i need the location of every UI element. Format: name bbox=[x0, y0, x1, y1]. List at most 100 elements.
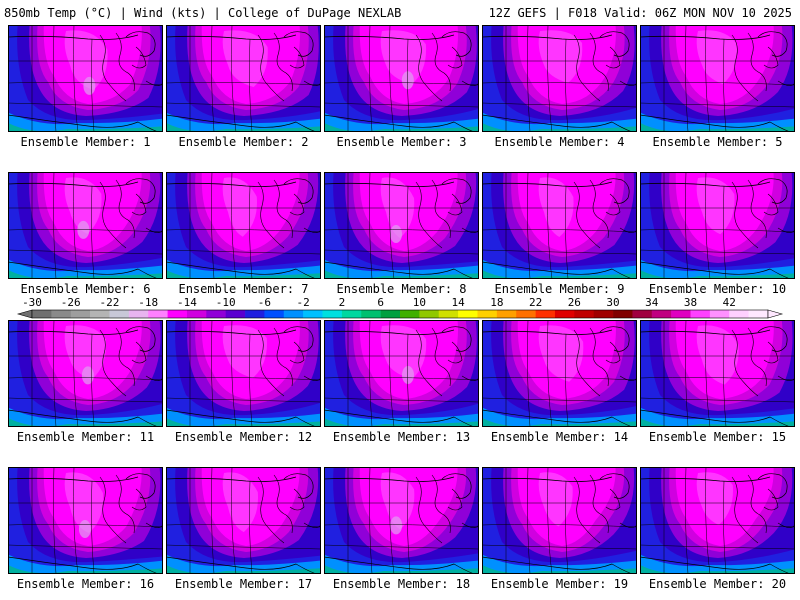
temperature-map bbox=[324, 25, 479, 132]
member-label: Ensemble Member: 15 bbox=[648, 430, 787, 444]
colorbar-tick-label: 6 bbox=[377, 296, 384, 309]
ensemble-panel: Ensemble Member: 15 bbox=[640, 320, 795, 444]
temperature-colorbar: -30 -26 -22 -18 -14 -10 -6 -2 2 6 10 14 18 22 26 30 34 38… bbox=[16, 296, 784, 319]
colorbar-swatch bbox=[632, 310, 653, 318]
temperature-map bbox=[640, 172, 795, 279]
temperature-map bbox=[324, 467, 479, 574]
member-label: Ensemble Member: 4 bbox=[494, 135, 625, 149]
colorbar-low-arrow bbox=[16, 309, 33, 319]
member-label: Ensemble Member: 17 bbox=[174, 577, 313, 591]
member-label: Ensemble Member: 13 bbox=[332, 430, 471, 444]
temperature-map bbox=[166, 320, 321, 427]
colorbar-high-arrow bbox=[767, 309, 784, 319]
colorbar-swatch bbox=[380, 310, 401, 318]
colorbar-swatch bbox=[303, 310, 323, 318]
temperature-map bbox=[324, 172, 479, 279]
colorbar-tick-label: 2 bbox=[339, 296, 346, 309]
ensemble-panel: Ensemble Member: 18 bbox=[324, 467, 479, 591]
map-title: 850mb Temp (°C) | Wind (kts) | College o… bbox=[4, 6, 402, 20]
colorbar-tick-label: 26 bbox=[568, 296, 581, 309]
member-label: Ensemble Member: 1 bbox=[20, 135, 151, 149]
member-label: Ensemble Member: 9 bbox=[494, 282, 625, 296]
colorbar-tick-label: 22 bbox=[529, 296, 542, 309]
ensemble-panel: Ensemble Member: 17 bbox=[166, 467, 321, 591]
member-label: Ensemble Member: 5 bbox=[652, 135, 783, 149]
ensemble-panel: Ensemble Member: 2 bbox=[166, 25, 321, 149]
colorbar-swatch bbox=[574, 310, 594, 318]
colorbar-swatch bbox=[438, 310, 459, 318]
member-label: Ensemble Member: 19 bbox=[490, 577, 629, 591]
colorbar-tick-label: -2 bbox=[297, 296, 310, 309]
colorbar-swatch bbox=[109, 310, 130, 318]
member-label: Ensemble Member: 6 bbox=[20, 282, 151, 296]
ensemble-panel: Ensemble Member: 4 bbox=[482, 25, 637, 149]
member-label: Ensemble Member: 8 bbox=[336, 282, 467, 296]
ensemble-panel: Ensemble Member: 8 bbox=[324, 172, 479, 296]
colorbar-swatch bbox=[90, 310, 110, 318]
colorbar-tick-label: 10 bbox=[413, 296, 426, 309]
colorbar-tick-label: -26 bbox=[61, 296, 81, 309]
ensemble-panel: Ensemble Member: 1 bbox=[8, 25, 163, 149]
colorbar-swatch bbox=[671, 310, 691, 318]
colorbar-swatch bbox=[593, 310, 614, 318]
colorbar-swatch bbox=[613, 310, 633, 318]
temperature-map bbox=[8, 25, 163, 132]
ensemble-panel: Ensemble Member: 10 bbox=[640, 172, 795, 296]
colorbar-swatch bbox=[516, 310, 536, 318]
member-label: Ensemble Member: 20 bbox=[648, 577, 787, 591]
colorbar-swatch bbox=[458, 310, 478, 318]
temperature-map bbox=[482, 172, 637, 279]
temperature-map bbox=[482, 25, 637, 132]
temperature-map bbox=[640, 320, 795, 427]
colorbar-swatch bbox=[264, 310, 285, 318]
ensemble-panel: Ensemble Member: 9 bbox=[482, 172, 637, 296]
valid-time: 12Z GEFS | F018 Valid: 06Z MON NOV 10 20… bbox=[488, 6, 792, 20]
ensemble-panel: Ensemble Member: 19 bbox=[482, 467, 637, 591]
ensemble-panel: Ensemble Member: 5 bbox=[640, 25, 795, 149]
ensemble-panel: Ensemble Member: 3 bbox=[324, 25, 479, 149]
colorbar-tick-label: -22 bbox=[100, 296, 120, 309]
member-label: Ensemble Member: 3 bbox=[336, 135, 467, 149]
ensemble-panel: Ensemble Member: 6 bbox=[8, 172, 163, 296]
temperature-map bbox=[8, 467, 163, 574]
colorbar-swatch bbox=[361, 310, 381, 318]
colorbar-swatch bbox=[322, 310, 343, 318]
colorbar-swatch bbox=[554, 310, 575, 318]
temperature-map bbox=[482, 320, 637, 427]
member-label: Ensemble Member: 10 bbox=[648, 282, 787, 296]
colorbar-tick-label: -6 bbox=[258, 296, 271, 309]
colorbar-swatch bbox=[496, 310, 517, 318]
temperature-map bbox=[640, 467, 795, 574]
temperature-map bbox=[8, 172, 163, 279]
member-label: Ensemble Member: 7 bbox=[178, 282, 309, 296]
colorbar-swatch bbox=[651, 310, 672, 318]
temperature-map bbox=[8, 320, 163, 427]
colorbar-swatch bbox=[186, 310, 207, 318]
colorbar-swatch bbox=[245, 310, 265, 318]
colorbar-swatch bbox=[690, 310, 711, 318]
member-label: Ensemble Member: 11 bbox=[16, 430, 155, 444]
member-label: Ensemble Member: 2 bbox=[178, 135, 309, 149]
ensemble-panel: Ensemble Member: 16 bbox=[8, 467, 163, 591]
colorbar-tick-label: 42 bbox=[723, 296, 736, 309]
colorbar-tick-label: 34 bbox=[645, 296, 659, 309]
colorbar-tick-label: 38 bbox=[684, 296, 697, 309]
colorbar-swatch bbox=[32, 310, 52, 318]
colorbar-swatch bbox=[167, 310, 188, 318]
colorbar-swatch bbox=[477, 310, 498, 318]
temperature-map bbox=[166, 172, 321, 279]
colorbar-swatch bbox=[70, 310, 91, 318]
ensemble-panel: Ensemble Member: 13 bbox=[324, 320, 479, 444]
temperature-map bbox=[482, 467, 637, 574]
colorbar-swatch bbox=[400, 310, 420, 318]
colorbar-swatch bbox=[729, 310, 749, 318]
ensemble-panel: Ensemble Member: 12 bbox=[166, 320, 321, 444]
colorbar-swatch bbox=[709, 310, 730, 318]
colorbar-swatch bbox=[535, 310, 556, 318]
member-label: Ensemble Member: 16 bbox=[16, 577, 155, 591]
colorbar-tick-label: -10 bbox=[216, 296, 236, 309]
colorbar-swatch bbox=[748, 310, 769, 318]
colorbar-swatch bbox=[283, 310, 304, 318]
colorbar-swatch bbox=[148, 310, 168, 318]
ensemble-panel: Ensemble Member: 14 bbox=[482, 320, 637, 444]
